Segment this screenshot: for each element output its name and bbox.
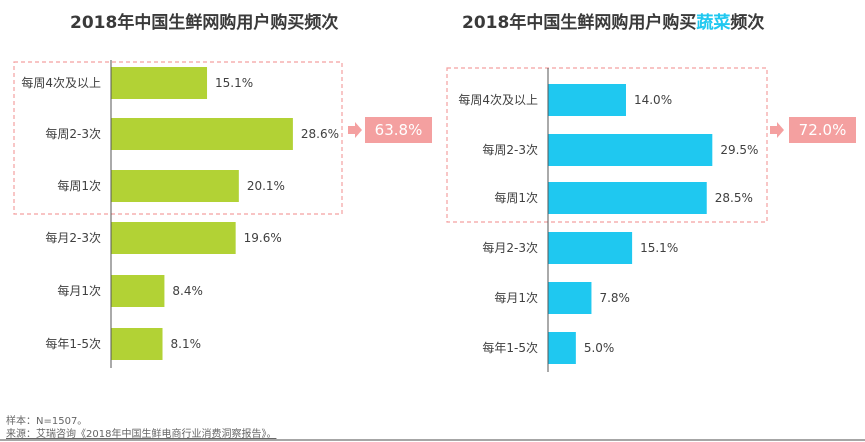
bar	[111, 67, 208, 99]
highlight-box	[446, 67, 768, 223]
category-label: 每月2-3次	[45, 230, 101, 245]
right-total-callout: 72.0%	[789, 117, 856, 143]
bar	[111, 275, 165, 307]
category-label: 每年1-5次	[45, 336, 101, 351]
bar	[548, 232, 633, 264]
category-label: 每周2-3次	[45, 126, 101, 141]
left-total-callout: 63.8%	[365, 117, 432, 143]
category-label: 每周2-3次	[482, 142, 538, 157]
bar	[548, 182, 707, 214]
data-label: 5.0%	[584, 341, 615, 355]
data-label: 15.1%	[215, 76, 253, 90]
data-label: 8.1%	[171, 337, 202, 351]
data-label: 15.1%	[640, 241, 678, 255]
source-note: 来源：艾瑞咨询《2018年中国生鲜电商行业消费洞察报告》。	[6, 429, 277, 440]
bar	[548, 134, 713, 166]
left-chart-title: 2018年中国生鲜网购用户购买频次	[70, 13, 339, 33]
category-label: 每周1次	[57, 178, 101, 193]
bar	[111, 222, 236, 254]
data-label: 8.4%	[172, 284, 203, 298]
data-label: 29.5%	[720, 143, 758, 157]
data-label: 7.8%	[599, 291, 630, 305]
highlight-box	[13, 61, 343, 215]
bar	[111, 170, 239, 202]
bar	[111, 328, 163, 360]
sample-note: 样本：N=1507。	[6, 416, 88, 427]
category-label: 每月2-3次	[482, 240, 538, 255]
title-part: 频次	[730, 13, 765, 33]
category-label: 每周4次及以上	[458, 92, 538, 107]
data-label: 28.5%	[715, 191, 753, 205]
title-highlight: 蔬菜	[696, 13, 731, 33]
right-chart-title: 2018年中国生鲜网购用户购买蔬菜频次	[462, 8, 764, 33]
category-label: 每月1次	[494, 290, 538, 305]
arrow-right-icon	[770, 122, 784, 138]
category-label: 每年1-5次	[482, 340, 538, 355]
category-label: 每周1次	[494, 190, 538, 205]
category-label: 每周4次及以上	[21, 75, 101, 90]
bar	[111, 118, 293, 150]
bar	[548, 84, 626, 116]
arrow-right-icon	[348, 122, 362, 138]
data-label: 14.0%	[634, 93, 672, 107]
data-label: 20.1%	[247, 179, 285, 193]
bar	[548, 332, 576, 364]
bar	[548, 282, 592, 314]
data-label: 28.6%	[301, 127, 339, 141]
category-label: 每月1次	[57, 283, 101, 298]
title-part: 2018年中国生鲜网购用户购买	[462, 13, 697, 33]
data-label: 19.6%	[244, 231, 282, 245]
